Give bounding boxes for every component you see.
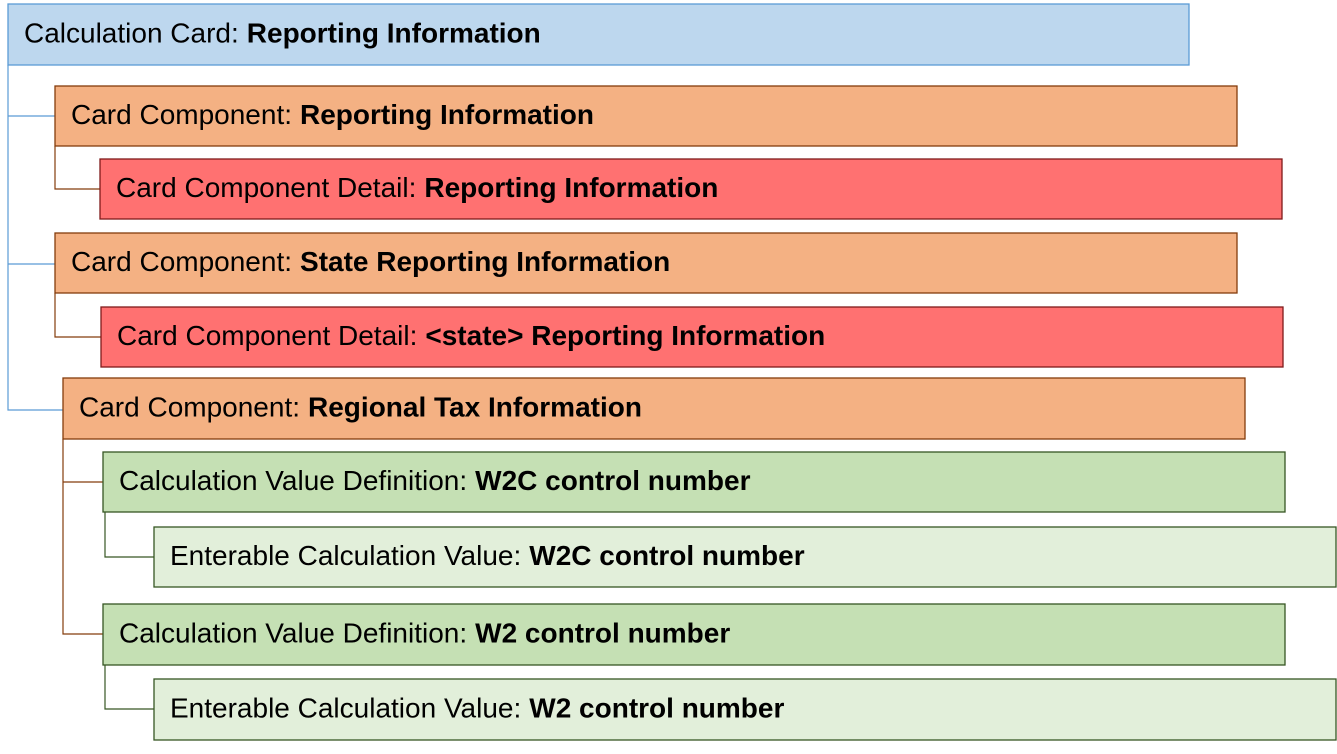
node-kind: Enterable Calculation Value: (170, 693, 521, 724)
node-label: Card Component Detail: <state> Reporting … (117, 320, 825, 351)
node-box (153, 526, 1337, 588)
node-box (102, 603, 1286, 666)
node-box (99, 158, 1283, 220)
node-box (100, 306, 1284, 368)
node-label: Enterable Calculation Value: W2 control n… (170, 693, 784, 724)
node-label: Card Component: State Reporting Informati… (71, 246, 670, 277)
node-name: State Reporting Information (300, 246, 670, 277)
node-kind: Card Component Detail: (116, 172, 416, 203)
node-kind: Card Component Detail: (117, 320, 417, 351)
connector (54, 146, 101, 338)
node-kind: Card Component: (71, 246, 292, 277)
node-label: Card Component Detail: Reporting Informat… (116, 172, 718, 203)
node-name: Reporting Information (300, 99, 594, 130)
node-kind: Calculation Card: (24, 18, 239, 49)
node: Card Component: Regional Tax Information (62, 377, 1246, 440)
node-name: W2 control number (529, 693, 784, 724)
node-kind: Calculation Value Definition: (119, 618, 467, 649)
node-name: Reporting Information (247, 18, 541, 49)
node: Card Component Detail: Reporting Informat… (99, 158, 1283, 220)
node-box (7, 3, 1190, 66)
node-label: Calculation Value Definition: W2 control … (119, 618, 730, 649)
connector (62, 439, 103, 635)
boxes: Calculation Card: Reporting InformationCa… (7, 3, 1337, 741)
node-name: Reporting Information (424, 172, 718, 203)
node: Card Component: State Reporting Informati… (54, 232, 1238, 294)
node: Card Component: Reporting Information (54, 85, 1238, 147)
node-label: Enterable Calculation Value: W2C control … (170, 540, 805, 571)
node-label: Calculation Value Definition: W2C control… (119, 465, 751, 496)
node-kind: Card Component: (79, 392, 300, 423)
node-box (54, 232, 1238, 294)
node-label: Card Component: Reporting Information (71, 99, 594, 130)
node-name: W2C control number (475, 465, 750, 496)
node-name: W2 control number (475, 618, 730, 649)
node-label: Calculation Card: Reporting Information (24, 18, 541, 49)
node-box (62, 377, 1246, 440)
node-name: W2C control number (529, 540, 804, 571)
node-box (153, 678, 1337, 741)
node: Calculation Value Definition: W2 control … (102, 603, 1286, 666)
node: Card Component Detail: <state> Reporting … (100, 306, 1284, 368)
connector (104, 512, 154, 710)
node-name: Regional Tax Information (308, 392, 642, 423)
node-kind: Enterable Calculation Value: (170, 540, 521, 571)
node: Enterable Calculation Value: W2C control … (153, 526, 1337, 588)
node: Calculation Card: Reporting Information (7, 3, 1190, 66)
node: Enterable Calculation Value: W2 control n… (153, 678, 1337, 741)
node: Calculation Value Definition: W2C control… (102, 451, 1286, 513)
node-name: <state> Reporting Information (425, 320, 825, 351)
node-kind: Calculation Value Definition: (119, 465, 467, 496)
node-kind: Card Component: (71, 99, 292, 130)
node-box (102, 451, 1286, 513)
node-label: Card Component: Regional Tax Information (79, 392, 642, 423)
connector (7, 65, 63, 411)
node-box (54, 85, 1238, 147)
